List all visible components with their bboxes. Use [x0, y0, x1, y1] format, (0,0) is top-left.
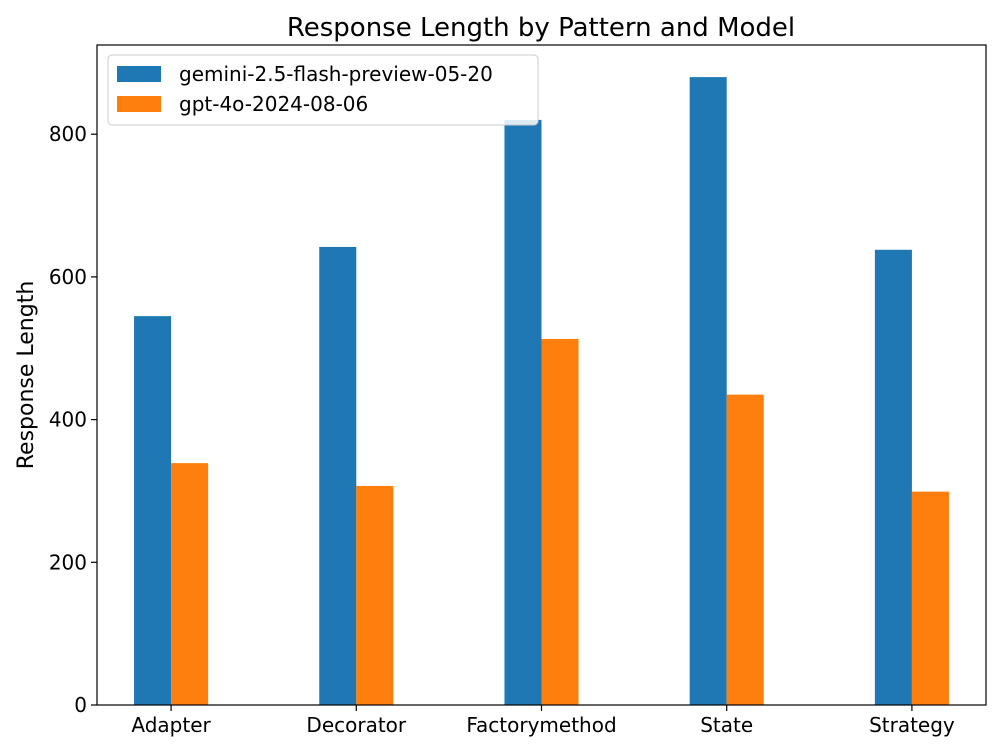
bars-group	[134, 77, 949, 706]
bar-series2-adapter	[171, 463, 209, 705]
y-tick-label: 200	[49, 550, 87, 574]
y-tick-label: 800	[49, 122, 87, 146]
bar-series2-state	[726, 394, 764, 705]
legend-label: gemini-2.5-flash-preview-05-20	[179, 62, 493, 86]
y-axis-ticks: 0 200 400 600 800	[49, 122, 97, 717]
bar-series1-state	[689, 77, 727, 706]
bar-series1-factorymethod	[504, 119, 542, 705]
y-tick-label: 600	[49, 265, 87, 289]
legend-swatch	[117, 66, 161, 82]
legend: gemini-2.5-flash-preview-05-20 gpt-4o-202…	[107, 54, 539, 126]
legend-swatch	[117, 96, 161, 112]
legend-box	[107, 54, 539, 126]
x-axis-ticks: Adapter Decorator Factorymethod State Strate…	[131, 705, 955, 737]
bar-series2-decorator	[356, 485, 394, 705]
x-tick-label: Factorymethod	[466, 713, 616, 737]
plot-frame	[96, 44, 987, 706]
x-tick-label: Decorator	[306, 713, 406, 737]
y-tick-label: 0	[74, 693, 87, 717]
x-tick-label: State	[700, 713, 753, 737]
legend-label: gpt-4o-2024-08-06	[179, 92, 368, 116]
x-tick-label: Adapter	[131, 713, 211, 737]
bar-series2-strategy	[911, 491, 949, 705]
bar-series1-strategy	[874, 249, 912, 705]
chart-title: Response Length by Pattern and Model	[287, 13, 795, 43]
bar-series2-factorymethod	[541, 338, 579, 705]
x-tick-label: Strategy	[869, 713, 955, 737]
bar-series1-decorator	[319, 246, 357, 706]
bar-series1-adapter	[134, 316, 172, 705]
y-axis-label: Response Length	[14, 281, 39, 470]
y-tick-label: 400	[49, 408, 87, 432]
